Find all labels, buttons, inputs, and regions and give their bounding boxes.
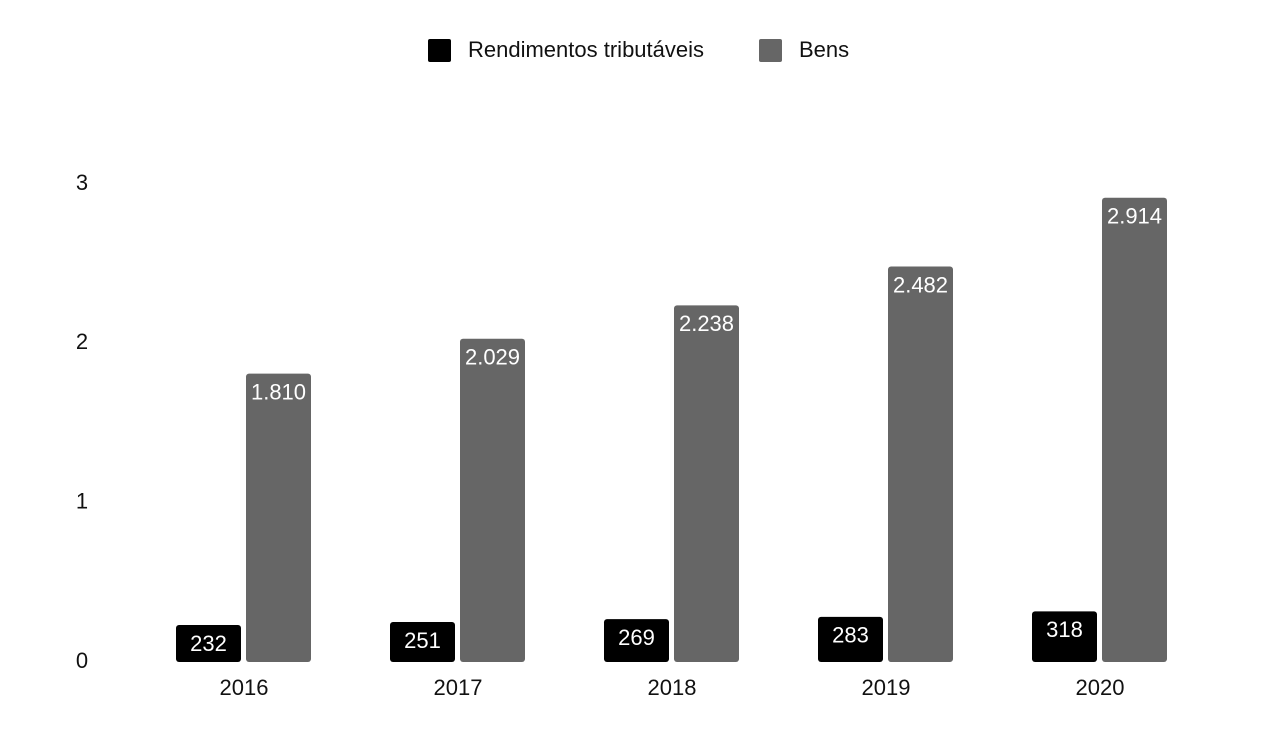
data-label: 2.238 [679,311,734,336]
legend-swatch [428,39,451,62]
bar [460,338,525,662]
legend-label: Rendimentos tributáveis [468,37,704,62]
bar [176,625,241,662]
bar [390,622,455,662]
bar [1102,197,1167,662]
legend-swatch [759,39,782,62]
x-tick-label: 2020 [1076,675,1125,700]
bar [604,619,669,662]
data-label: 269 [618,625,655,650]
y-tick-label: 0 [76,648,88,673]
legend-label: Bens [799,37,849,62]
bar [888,266,953,662]
bar [818,616,883,662]
x-tick-label: 2019 [862,675,911,700]
data-label: 283 [832,623,869,648]
y-tick-label: 1 [76,488,88,513]
bar [674,305,739,662]
data-label: 2.029 [465,345,520,370]
data-label: 318 [1046,617,1083,642]
data-label: 1.810 [251,379,306,404]
x-tick-label: 2016 [220,675,269,700]
y-tick-label: 2 [76,329,88,354]
x-tick-label: 2018 [648,675,697,700]
bar [246,373,311,662]
x-tick-label: 2017 [434,675,483,700]
data-label: 232 [190,631,227,656]
y-tick-label: 3 [76,170,88,195]
bar [1032,611,1097,662]
data-label: 251 [404,628,441,653]
data-label: 2.914 [1107,204,1162,229]
data-label: 2.482 [893,272,948,297]
